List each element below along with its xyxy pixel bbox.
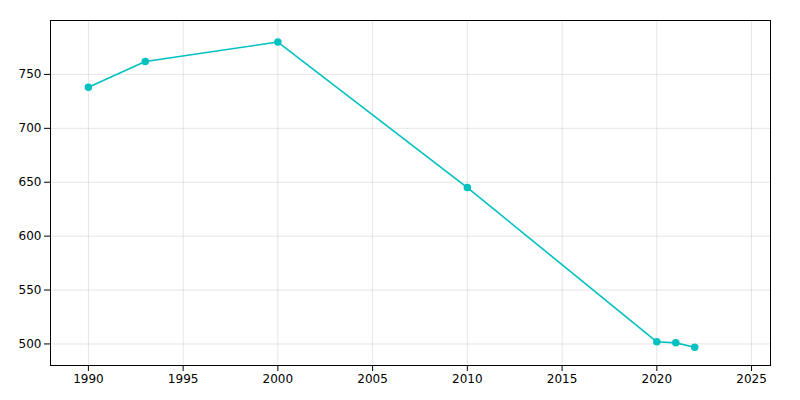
svg-text:600: 600 — [19, 229, 42, 243]
svg-text:1995: 1995 — [168, 372, 199, 386]
svg-text:700: 700 — [19, 121, 42, 135]
svg-text:550: 550 — [19, 283, 42, 297]
svg-text:2000: 2000 — [263, 372, 294, 386]
svg-text:2005: 2005 — [357, 372, 388, 386]
svg-text:650: 650 — [19, 175, 42, 189]
svg-text:1990: 1990 — [73, 372, 104, 386]
svg-text:500: 500 — [19, 337, 42, 351]
svg-text:2020: 2020 — [642, 372, 673, 386]
svg-text:2010: 2010 — [452, 372, 483, 386]
svg-text:750: 750 — [19, 67, 42, 81]
svg-text:2015: 2015 — [547, 372, 578, 386]
svg-text:2025: 2025 — [736, 372, 767, 386]
